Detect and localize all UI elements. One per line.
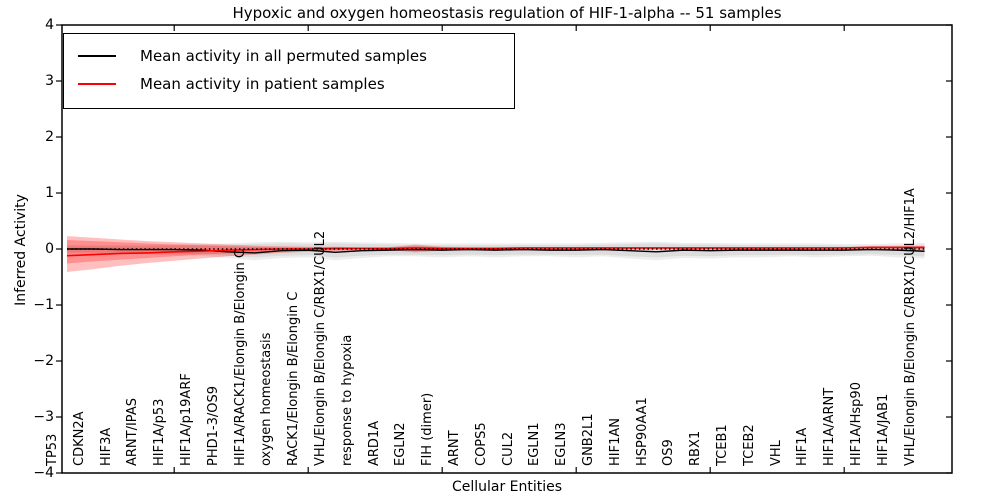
x-category-label: VHL/Elongin B/Elongin C/RBX1/CUL2/HIF1A (902, 188, 918, 466)
x-category-label: TCEB2 (741, 424, 757, 466)
x-category-label: HIF1A/p19ARF (179, 373, 194, 466)
x-category-label: EGLN1 (527, 422, 543, 466)
y-tick-label: 2 (45, 129, 54, 145)
x-category-label: HIF1A/RACK1/Elongin B/Elongin C (232, 249, 248, 466)
x-category-label: HIF1AN (607, 418, 623, 466)
band-permuted-range-outer (67, 241, 925, 261)
x-category-label: oxygen homeostasis (259, 332, 275, 466)
x-category-label: CUL2 (500, 431, 516, 466)
x-category-label: HIF1A/ARNT (822, 387, 838, 466)
x-category-label: response to hypoxia (339, 334, 355, 466)
x-category-label: HSP90AA1 (634, 397, 650, 466)
x-category-label: FIH (dimer) (420, 392, 436, 466)
legend-label: Mean activity in patient samples (140, 75, 385, 93)
x-category-label: TP53 (45, 433, 60, 466)
x-category-label: HIF3A (98, 427, 114, 466)
x-category-label: COPS5 (473, 422, 489, 466)
y-tick-label: −3 (33, 409, 54, 425)
legend-entry-permuted: Mean activity in all permuted samples (78, 42, 504, 70)
x-category-label: RACK1/Elongin B/Elongin C (286, 291, 302, 466)
x-category-label: RBX1 (688, 430, 704, 466)
y-tick-label: 1 (45, 185, 54, 201)
x-category-label: ARNT (447, 430, 462, 466)
x-category-label: EGLN3 (554, 422, 570, 466)
legend-label: Mean activity in all permuted samples (140, 47, 427, 65)
y-tick-label: 4 (45, 17, 54, 33)
x-category-label: EGLN2 (393, 422, 409, 466)
x-category-label: ARD1A (366, 420, 382, 466)
legend-line-sample-red (78, 83, 116, 85)
y-tick-label: 3 (45, 73, 54, 89)
x-category-label: HIF1A/Hsp90 (849, 382, 864, 466)
legend: Mean activity in all permuted samples Me… (63, 33, 515, 109)
x-category-label: ARNT/IPAS (125, 398, 141, 466)
x-category-label: CDKN2A (71, 411, 87, 466)
x-category-label: HIF1A (795, 427, 811, 466)
legend-entry-patient: Mean activity in patient samples (78, 70, 504, 98)
x-category-label: PHD1-3/OS9 (205, 386, 221, 466)
chart-title: Hypoxic and oxygen homeostasis regulatio… (232, 4, 782, 22)
x-category-label: HIF1A/p53 (152, 398, 168, 466)
y-tick-label: 0 (45, 241, 54, 257)
x-category-label: OS9 (661, 439, 677, 466)
x-category-label: GNB2L1 (581, 413, 596, 466)
y-tick-label: −1 (33, 297, 54, 313)
y-tick-label: −4 (33, 465, 54, 481)
x-category-label: VHL/Elongin B/Elongin C/RBX1/CUL2 (313, 230, 328, 466)
x-category-label: HIF1A/JAB1 (875, 393, 891, 466)
band-patient-range-outer (67, 236, 925, 272)
y-tick-label: −2 (33, 353, 54, 369)
legend-line-sample-black (78, 55, 116, 57)
series-line-1 (66, 246, 925, 257)
x-category-label: VHL (768, 440, 784, 466)
x-axis-label: Cellular Entities (451, 479, 563, 495)
x-category-label: TCEB1 (715, 424, 730, 466)
